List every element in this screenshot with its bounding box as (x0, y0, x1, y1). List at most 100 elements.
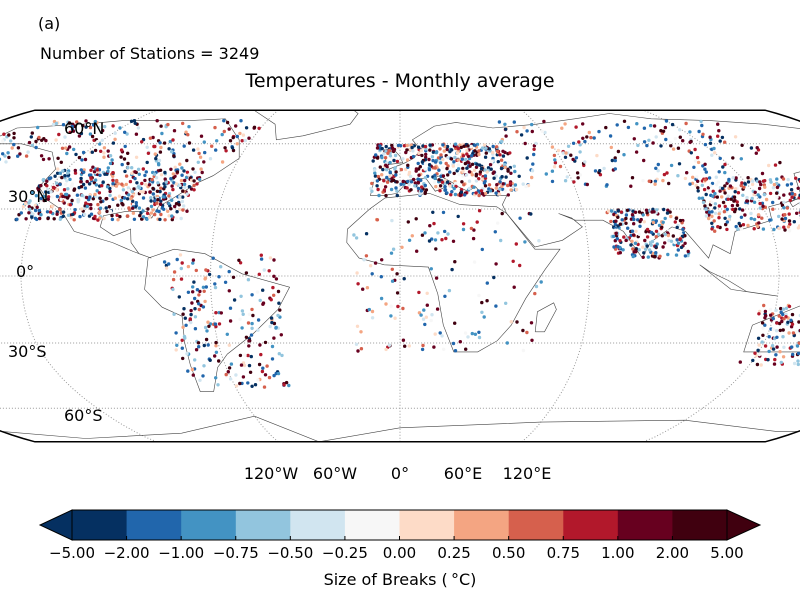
station-point (798, 313, 800, 318)
station-point (757, 312, 761, 316)
station-point (93, 148, 98, 153)
station-point (419, 313, 423, 317)
station-point (30, 212, 34, 216)
station-point (134, 201, 138, 205)
station-point (256, 328, 260, 332)
station-point (750, 182, 755, 187)
station-point (637, 210, 642, 214)
station-point (191, 373, 195, 377)
station-point (141, 196, 146, 200)
station-point (76, 200, 80, 204)
station-point (181, 195, 185, 199)
station-point (732, 199, 736, 203)
colorbar-swatch (563, 510, 619, 540)
station-point (193, 315, 198, 319)
station-point (166, 122, 170, 127)
station-point (50, 195, 54, 199)
station-point (647, 138, 651, 142)
station-point (444, 236, 448, 241)
station-point (214, 376, 218, 380)
station-point (560, 126, 564, 130)
station-point (433, 238, 438, 242)
station-point (707, 188, 711, 193)
station-point (761, 227, 766, 231)
station-point (239, 119, 243, 123)
colorbar-swatch (672, 510, 728, 540)
station-point (79, 168, 84, 172)
station-point (752, 227, 756, 231)
station-point (159, 173, 164, 177)
station-point (202, 343, 206, 348)
station-point (19, 211, 23, 215)
station-point (30, 190, 34, 195)
station-point (185, 170, 190, 174)
station-point (246, 278, 251, 282)
station-point (250, 293, 254, 297)
station-point (419, 189, 424, 193)
station-point (612, 212, 616, 217)
station-point (262, 385, 267, 389)
station-point (529, 321, 534, 325)
station-point (159, 186, 163, 190)
station-point (634, 250, 638, 254)
station-point (159, 199, 163, 203)
station-point (401, 157, 405, 161)
station-point (695, 155, 700, 160)
station-point (102, 155, 106, 159)
station-point (111, 174, 115, 178)
station-point (453, 349, 458, 353)
station-point (16, 154, 20, 158)
station-point (595, 153, 599, 158)
landmass-greenland (253, 110, 359, 141)
station-point (35, 205, 39, 209)
station-point (406, 179, 410, 184)
station-point (33, 216, 38, 220)
station-point (618, 239, 622, 243)
station-point (41, 157, 46, 162)
station-point (674, 216, 679, 220)
station-point (380, 173, 384, 177)
station-point (214, 148, 218, 152)
station-point (365, 286, 370, 290)
station-point (482, 181, 487, 185)
station-point (646, 255, 650, 259)
station-point (370, 309, 375, 314)
station-point (244, 335, 249, 339)
station-point (725, 227, 729, 232)
station-point (392, 147, 397, 152)
station-point (425, 303, 429, 307)
station-point (34, 194, 39, 198)
station-point (736, 191, 741, 195)
station-point (399, 182, 403, 186)
station-point (485, 299, 489, 303)
station-point (531, 162, 535, 166)
station-point (756, 336, 761, 340)
station-point (763, 179, 767, 183)
station-point (647, 248, 652, 252)
station-point (141, 167, 145, 171)
station-point (768, 218, 772, 222)
station-point (794, 330, 799, 334)
station-point (532, 152, 536, 157)
station-point (146, 151, 151, 155)
station-point (72, 218, 76, 222)
station-point (598, 169, 602, 173)
station-point (105, 185, 110, 189)
station-point (673, 240, 677, 245)
station-point (664, 119, 669, 123)
station-point (182, 307, 186, 311)
station-point (247, 312, 252, 316)
station-point (46, 216, 50, 221)
station-point (703, 178, 707, 182)
station-point (768, 307, 773, 312)
colorbar-tick-label: 0.25 (437, 544, 470, 562)
station-point (105, 209, 109, 214)
station-point (257, 272, 261, 276)
station-point (379, 275, 383, 279)
station-point (764, 197, 769, 202)
station-point (713, 191, 717, 196)
station-point (110, 213, 114, 218)
station-point (213, 125, 217, 130)
station-point (79, 131, 84, 136)
station-point (80, 158, 84, 162)
